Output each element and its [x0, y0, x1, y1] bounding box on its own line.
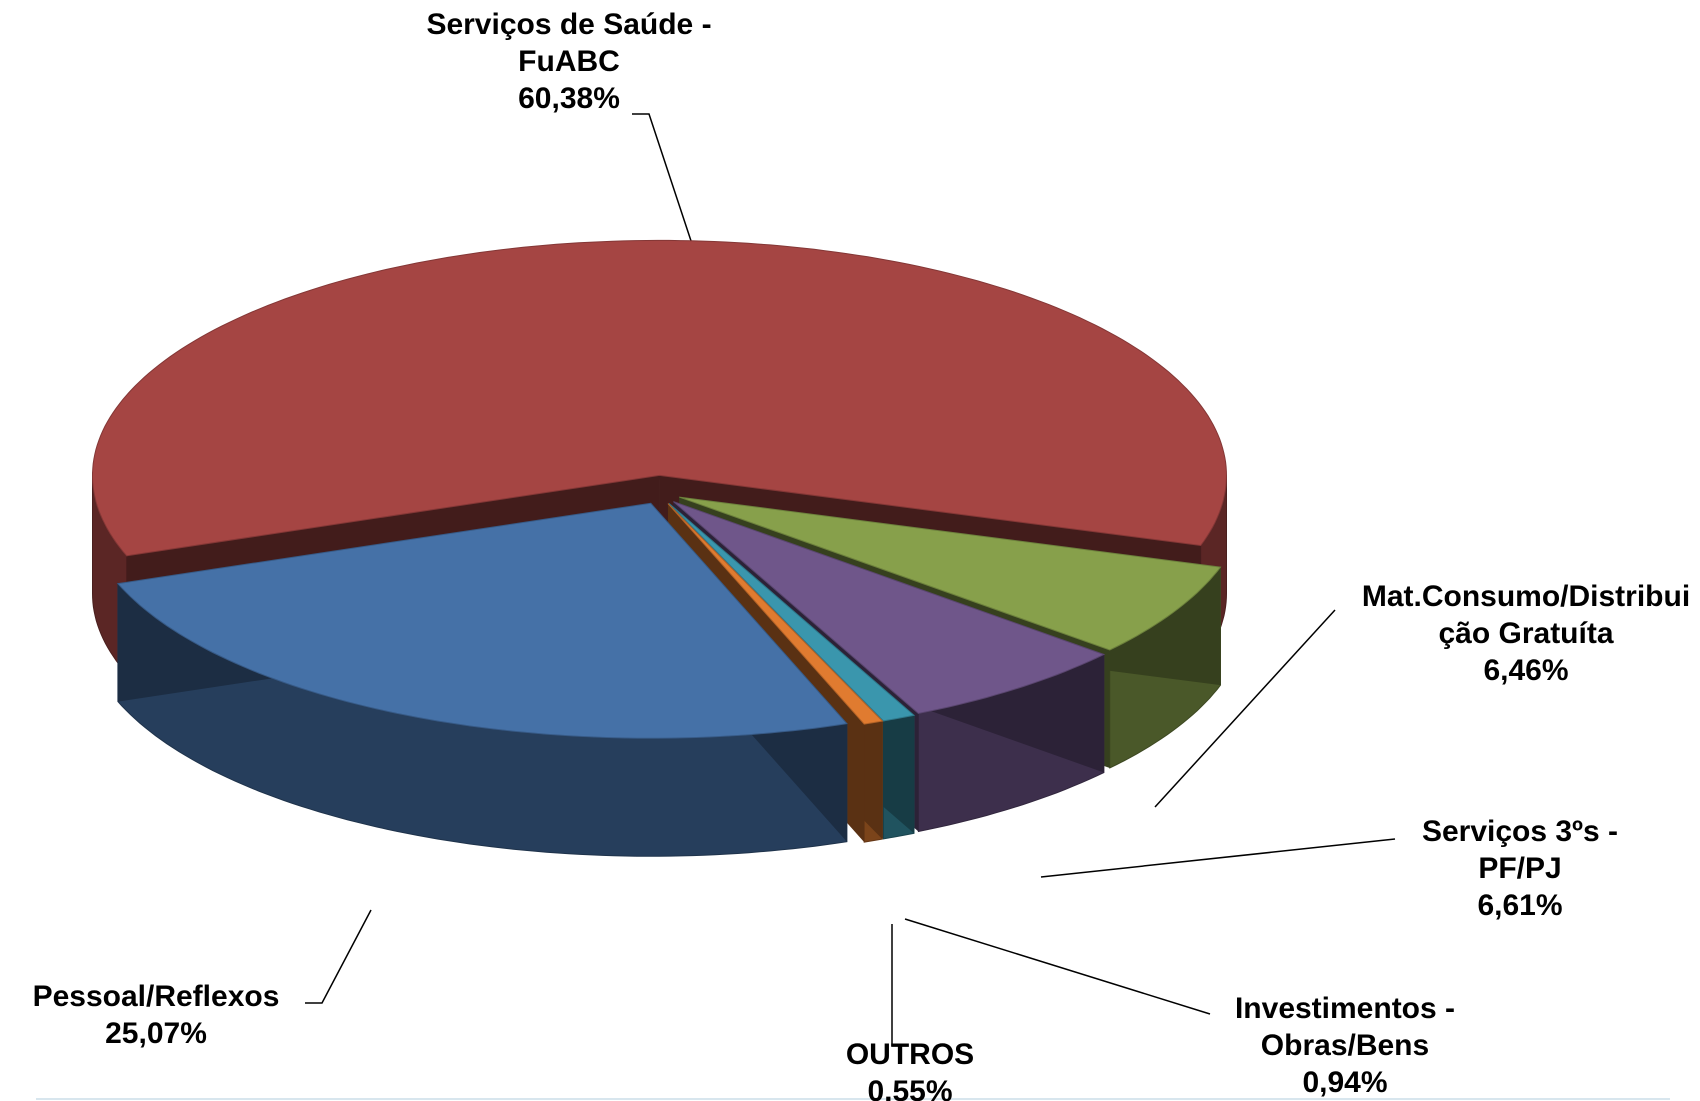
slice	[673, 501, 1106, 715]
slice	[92, 239, 1228, 557]
leader-line	[904, 918, 1211, 1015]
slice	[668, 502, 916, 722]
slice-label: Serviços 3ºs - PF/PJ 6,61%	[1395, 813, 1645, 924]
value-label: 60,38%	[518, 82, 620, 115]
value-label: 6,46%	[1483, 654, 1569, 687]
top-faces	[92, 239, 1228, 739]
category-label: Mat.Consumo/Distribuição Gratuíta	[1361, 580, 1691, 650]
category-label: Serviços 3ºs - PF/PJ	[1421, 815, 1619, 885]
slice-label: Pessoal/Reflexos 25,07%	[6, 978, 306, 1052]
slice-label: Investimentos - Obras/Bens 0,94%	[1210, 990, 1480, 1101]
slice-label: Serviços de Saúde - FuABC 60,38%	[389, 6, 749, 117]
slice	[667, 503, 884, 725]
category-label: OUTROS	[845, 1038, 975, 1071]
value-label: 6,61%	[1477, 889, 1563, 922]
slice-label: OUTROS 0,55%	[800, 1036, 1020, 1101]
category-label: Serviços de Saúde - FuABC	[426, 8, 712, 78]
category-label: Investimentos - Obras/Bens	[1234, 992, 1456, 1062]
leader-lines	[305, 113, 1396, 1046]
slice	[679, 496, 1222, 651]
slice-label: Mat.Consumo/Distribuição Gratuíta 6,46%	[1356, 578, 1696, 689]
leader-line	[1040, 838, 1396, 878]
value-label: 0,55%	[867, 1075, 953, 1101]
value-label: 25,07%	[105, 1017, 207, 1050]
leader-line	[305, 909, 372, 1004]
leader-line	[1154, 609, 1336, 808]
slices	[92, 239, 1228, 857]
value-label: 0,94%	[1302, 1066, 1388, 1099]
category-label: Pessoal/Reflexos	[32, 980, 280, 1013]
leader-line	[632, 113, 699, 263]
slice	[116, 502, 848, 739]
